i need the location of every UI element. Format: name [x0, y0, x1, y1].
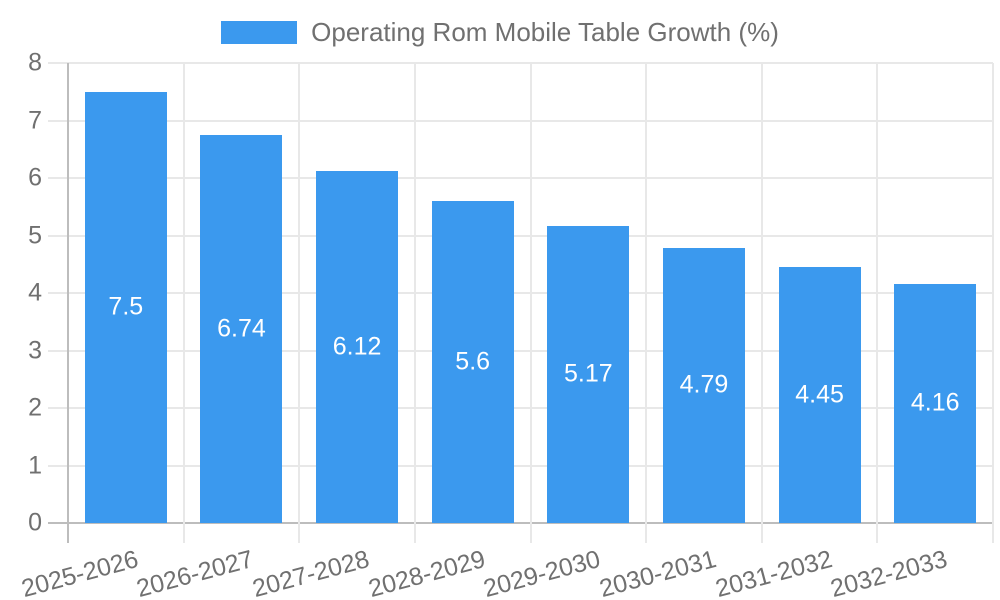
legend-label: Operating Rom Mobile Table Growth (%)	[311, 17, 779, 47]
legend-item[interactable]: Operating Rom Mobile Table Growth (%)	[221, 17, 779, 48]
y-axis-tick	[48, 292, 68, 294]
x-gridline	[298, 63, 301, 543]
y-axis-tick	[48, 62, 68, 64]
bar-value-label: 6.74	[217, 314, 266, 343]
x-gridline	[182, 63, 185, 543]
plot-area: 0 1 2 3 4 5 6 7 8 7.5 2025-2026 6.74 2026-2027 6.12 20…	[18, 49, 994, 600]
bar[interactable]	[662, 247, 745, 523]
bar-value-label: 5.6	[455, 347, 491, 376]
y-tick-label: 7	[28, 106, 42, 134]
x-gridline	[645, 63, 648, 543]
y-axis-tick	[48, 522, 68, 524]
bar[interactable]	[778, 267, 861, 523]
y-axis-tick	[48, 119, 68, 122]
bar[interactable]	[894, 283, 977, 523]
y-tick-label: 4	[28, 278, 42, 307]
y-axis-tick	[48, 407, 68, 409]
y-axis-tick	[48, 349, 68, 352]
x-gridline	[529, 63, 532, 543]
x-gridline	[413, 63, 416, 543]
bar[interactable]	[431, 201, 514, 523]
y-tick-label: 1	[28, 451, 42, 479]
y-axis-tick	[48, 464, 68, 467]
bar-value-label: 4.45	[795, 380, 844, 409]
x-gridline	[760, 63, 763, 543]
bar[interactable]	[316, 171, 399, 523]
x-gridline	[992, 63, 994, 543]
y-tick-label: 3	[28, 336, 42, 364]
legend: Operating Rom Mobile Table Growth (%)	[0, 17, 1000, 48]
y-tick-label: 5	[28, 221, 42, 249]
bar-value-label: 5.17	[563, 359, 613, 388]
y-tick-label: 0	[28, 508, 42, 537]
bar[interactable]	[84, 91, 167, 523]
bar-value-label: 4.16	[910, 388, 960, 417]
y-tick-label: 8	[28, 48, 42, 77]
y-axis-tick	[48, 177, 68, 179]
bar[interactable]	[200, 135, 283, 523]
bar-value-label: 4.79	[679, 370, 729, 399]
bar[interactable]	[547, 225, 630, 523]
y-axis-tick	[48, 234, 68, 237]
legend-swatch	[221, 21, 298, 44]
x-gridline	[876, 63, 879, 543]
y-axis-line	[67, 63, 69, 543]
bar-value-label: 7.5	[108, 292, 144, 321]
y-tick-label: 2	[28, 393, 42, 422]
bar-value-label: 6.12	[332, 332, 382, 361]
y-tick-label: 6	[28, 163, 42, 192]
